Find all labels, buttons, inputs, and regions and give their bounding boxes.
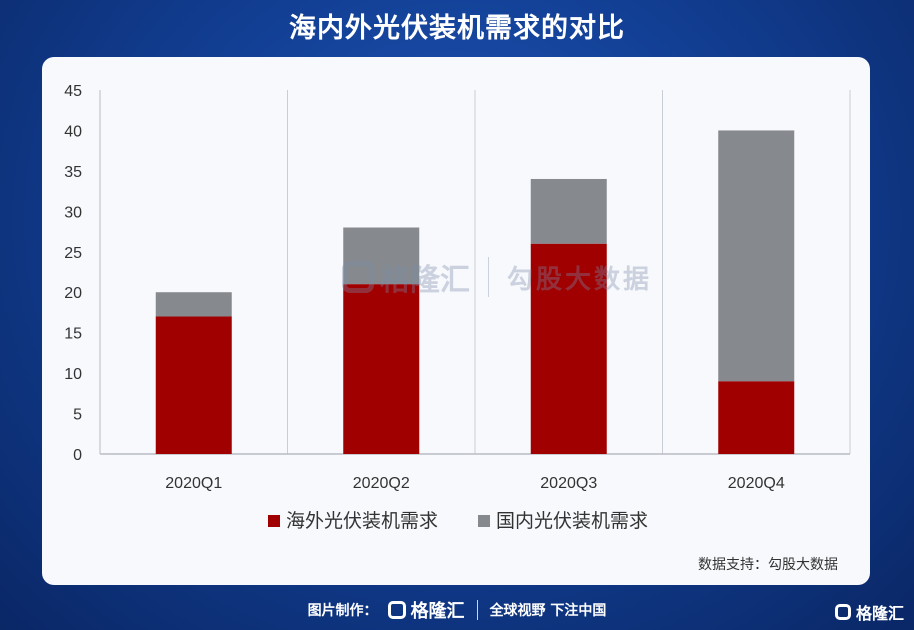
bar-overseas-2020Q3 [530,243,607,454]
bar-overseas-2020Q2 [343,284,420,454]
x-tick-label: 2020Q4 [728,475,785,492]
stacked-bar-chart: 0 5 10 15 20 25 30 35 40 45 2020Q1 2020Q2 2020Q3 2020… [64,83,851,573]
chart-card: 0 5 10 15 20 25 30 35 40 45 2020Q1 2020Q2 2020Q3 2020… [42,57,870,585]
y-tick-label: 10 [64,366,82,383]
page-title: 海内外光伏装机需求的对比 [289,13,625,44]
legend-swatch-0 [268,515,280,527]
y-tick-label: 5 [73,407,82,424]
legend-label-0: 海外光伏装机需求 [286,510,438,532]
footer-slogan: 全球视野 下注中国 [489,603,607,619]
y-tick-label: 45 [64,83,82,100]
x-tick-label: 2020Q3 [540,475,597,492]
corner-brand: 格隆汇 [834,600,904,624]
footer-made-by: 图片制作： [307,603,378,619]
legend-swatch-1 [478,515,490,527]
footer-brand: 格隆汇 [387,597,465,623]
bar-domestic-2020Q3 [530,178,607,244]
corner-brand-name: 格隆汇 [855,604,904,623]
y-tick-label: 30 [64,204,82,221]
corner-logo-icon [834,604,851,620]
bar-domestic-2020Q4 [718,130,795,382]
y-tick-label: 15 [64,326,82,343]
bar-overseas-2020Q4 [718,381,795,454]
y-tick-label: 40 [64,123,82,140]
brand-logo-icon [387,601,406,619]
footer: 图片制作： 格隆汇 全球视野 下注中国 [0,596,914,624]
y-tick-label: 20 [64,285,82,302]
footer-brand-name: 格隆汇 [410,601,465,622]
x-tick-label: 2020Q2 [353,475,410,492]
footer-divider [476,600,478,620]
x-tick-label: 2020Q1 [165,475,222,492]
y-tick-label: 35 [64,164,82,181]
y-tick-label: 0 [73,447,82,464]
bar-overseas-2020Q1 [155,316,232,454]
bar-domestic-2020Q2 [343,227,420,285]
legend-label-1: 国内光伏装机需求 [496,510,648,532]
bar-domestic-2020Q1 [155,292,232,317]
y-tick-label: 25 [64,245,82,262]
source-note: 数据支持：勾股大数据 [698,557,838,573]
